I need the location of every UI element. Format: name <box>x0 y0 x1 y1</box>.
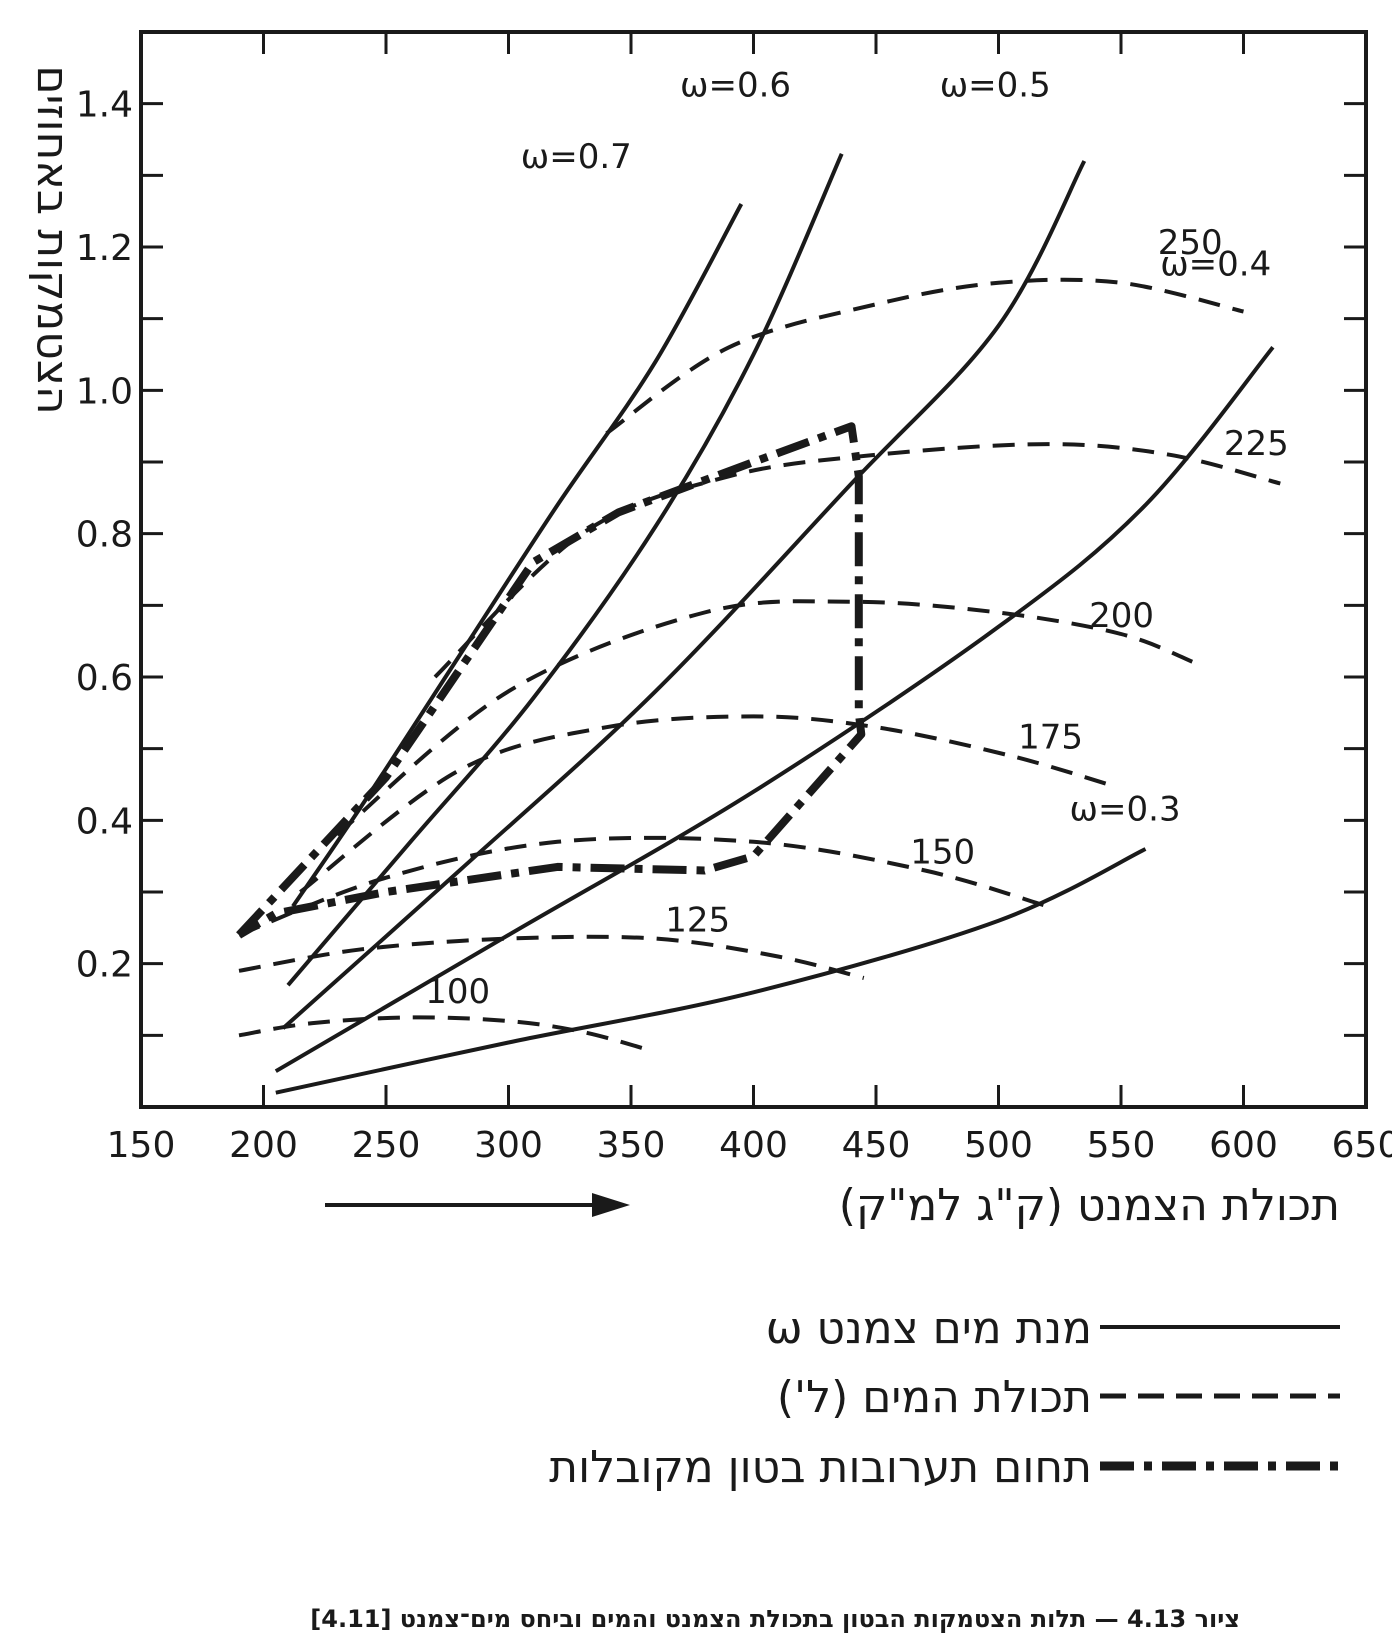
x-tick-label: 400 <box>719 1125 788 1166</box>
water-content-curves <box>238 277 1281 1052</box>
water-cement-curves <box>274 152 1275 1095</box>
x-tick-label: 500 <box>964 1125 1033 1166</box>
figure-caption: ציור 4.13 — תלות הצטמקות הבטון בתכולת הצ… <box>310 1605 1240 1633</box>
curve-label-100: 100 <box>425 972 490 1012</box>
curve-label-ω=0.3: ω=0.3 <box>1070 789 1181 829</box>
curve-label-150: 150 <box>910 832 975 872</box>
wc-curve-ω=0.6 <box>286 152 844 987</box>
x-tick-labels: 150 200 250 300 350 400 450 500 550 600 650 <box>107 1125 1392 1166</box>
curve-label-ω=0.6: ω=0.6 <box>680 66 791 106</box>
y-tick-label: 0.4 <box>76 801 133 842</box>
x-tick-label: 450 <box>842 1125 911 1166</box>
curve-label-200: 200 <box>1089 596 1154 636</box>
x-tick-label: 250 <box>352 1125 421 1166</box>
water-curve-175 <box>299 714 1110 894</box>
x-tick-label: 300 <box>474 1125 543 1166</box>
acceptable-mix-region <box>236 422 866 939</box>
x-axis-title-group: תכולת הצמנט (ק"ג למ"ק) <box>325 1180 1340 1231</box>
curve-labels: ω=0.7 ω=0.6 ω=0.5 ω=0.4 ω=0.3 100 125 150 175 200… <box>425 66 1289 1013</box>
legend: מנת מים צמנט ω תכולת המים (ל') תחום תערובו… <box>549 1303 1340 1493</box>
y-tick-label: 1.4 <box>76 85 133 126</box>
wc-curve-ω=0.5 <box>281 160 1087 1030</box>
x-tick-label: 600 <box>1209 1125 1278 1166</box>
x-tick-label: 350 <box>597 1125 666 1166</box>
y-tick-label: 0.2 <box>76 945 133 986</box>
curve-label-ω=0.5: ω=0.5 <box>940 66 1051 106</box>
water-curve-200 <box>335 599 1196 837</box>
x-tick-label: 150 <box>107 1125 176 1166</box>
curve-label-225: 225 <box>1224 424 1289 464</box>
plot-border <box>139 30 1368 1109</box>
plot-frame <box>139 30 1368 1109</box>
region-outline <box>236 422 866 939</box>
x-tick-label: 200 <box>229 1125 298 1166</box>
x-tick-label: 550 <box>1087 1125 1156 1166</box>
wc-curve-ω=0.7 <box>291 203 744 908</box>
y-tick-labels: 0.2 0.4 0.6 0.8 1.0 1.2 1.4 <box>76 85 133 986</box>
curve-label-175: 175 <box>1018 718 1083 758</box>
y-tick-label: 0.6 <box>76 658 133 699</box>
curve-label-ω=0.4: ω=0.4 <box>1160 245 1271 285</box>
y-axis-title: הצטמקות באחוזים <box>27 65 78 414</box>
curve-label-ω=0.7: ω=0.7 <box>521 137 632 177</box>
x-tick-label: 650 <box>1332 1125 1392 1166</box>
wc-curve-ω=0.3 <box>275 847 1147 1095</box>
water-curve-100 <box>238 1015 649 1052</box>
wc-curve-ω=0.4 <box>274 346 1275 1073</box>
water-curve-150 <box>238 835 1049 937</box>
axis-ticks <box>139 32 1368 1107</box>
legend-label-dash-dot: תחום תערובות בטון מקובלות <box>549 1442 1092 1493</box>
x-axis-arrowhead <box>592 1193 630 1217</box>
curve-label-250: 250 <box>1158 223 1223 263</box>
water-curve-250 <box>605 277 1244 435</box>
x-axis-title: תכולת הצמנט (ק"ג למ"ק) <box>839 1180 1340 1231</box>
y-tick-label: 1.0 <box>76 371 133 412</box>
y-tick-label: 0.8 <box>76 515 133 556</box>
legend-label-dashed: תכולת המים (ל') <box>777 1372 1092 1423</box>
y-tick-label: 1.2 <box>76 228 133 269</box>
curve-label-125: 125 <box>665 900 730 940</box>
legend-label-solid: מנת מים צמנט ω <box>766 1303 1092 1354</box>
water-curve-125 <box>238 934 865 980</box>
